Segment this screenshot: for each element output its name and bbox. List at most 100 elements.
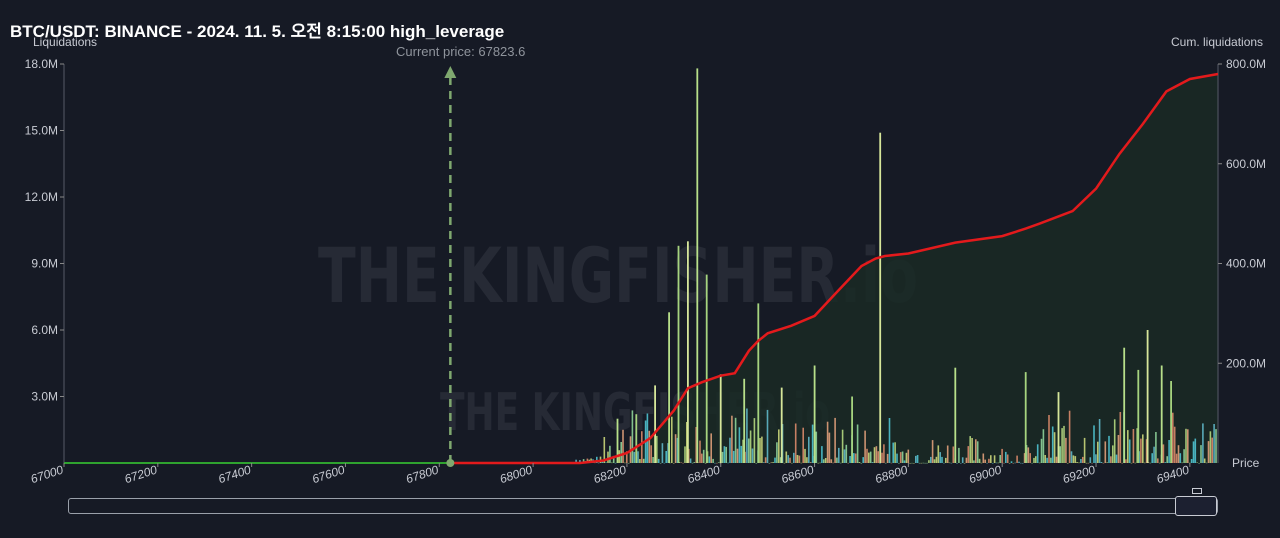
cumulative-line (451, 72, 1219, 465)
cumulative-area (451, 74, 1218, 463)
x-tick-label: 67600 (310, 462, 346, 486)
minor-bar (888, 418, 891, 463)
minor-bar (1059, 446, 1061, 463)
minor-bar (853, 453, 855, 463)
range-scrollbar[interactable] (68, 488, 1218, 516)
minor-bar (761, 436, 763, 463)
minor-bar (931, 440, 934, 463)
minor-bar (1020, 462, 1022, 464)
minor-bar (918, 462, 921, 464)
minor-bar (785, 451, 788, 463)
scrollbar-handle[interactable] (1175, 488, 1217, 516)
minor-bar (991, 463, 994, 464)
minor-bar (960, 463, 962, 464)
minor-bar (1151, 453, 1153, 463)
minor-bar (783, 462, 786, 464)
x-tick-label: 69200 (1061, 462, 1097, 486)
minor-bar (1104, 441, 1107, 463)
minor-bar (1185, 428, 1187, 463)
minor-bar (1112, 445, 1114, 463)
minor-bar (1162, 444, 1165, 463)
liquidation-bar (1170, 381, 1172, 463)
liquidation-bar (1123, 347, 1126, 463)
minor-bar (1087, 462, 1090, 464)
minor-bar (766, 409, 769, 463)
minor-bar (712, 458, 714, 463)
minor-bar (776, 442, 778, 463)
grip-icon[interactable] (1192, 488, 1202, 494)
minor-bar (898, 463, 900, 464)
minor-bar (802, 427, 804, 463)
minor-bar (738, 427, 741, 463)
minor-bar (836, 457, 838, 463)
x-tick-label: 67800 (404, 462, 440, 486)
liquidation-bar (1057, 392, 1060, 463)
minor-bar (1145, 439, 1148, 463)
major-bars (616, 68, 1172, 464)
minor-bar (950, 462, 953, 464)
minor-bar (860, 463, 863, 464)
minor-bar (727, 462, 729, 464)
minor-bar (935, 456, 938, 463)
minor-bar (1117, 435, 1120, 463)
minor-bar (1158, 462, 1161, 464)
minor-bar (1005, 451, 1007, 463)
minor-bar (729, 437, 731, 463)
x-axis-ticks: 67000 67200 67400 67600 67800 68000 68200 68400… (29, 462, 1191, 486)
minor-bar (871, 462, 874, 463)
minor-bar (1055, 456, 1058, 463)
minor-bar (1121, 462, 1123, 464)
current-price-label: Current price: 67823.6 (396, 44, 526, 59)
minor-bar (973, 460, 975, 463)
liquidation-bar (616, 418, 619, 463)
minor-bar (1128, 439, 1131, 463)
liquidation-bar (954, 367, 957, 463)
minor-bar (928, 460, 930, 463)
minor-bar (1095, 454, 1097, 463)
minor-bar (1211, 437, 1213, 463)
minor-bar (689, 458, 692, 463)
minor-bar (1040, 438, 1043, 463)
minor-bar (751, 448, 754, 463)
x-tick-label: 69000 (967, 462, 1003, 486)
minor-bar (671, 416, 673, 463)
minor-bar (997, 462, 1000, 464)
minor-bar (603, 437, 606, 463)
minor-bar (740, 445, 743, 463)
minor-bar (637, 451, 639, 463)
minor-bar (597, 462, 600, 464)
minor-bar (586, 458, 589, 463)
minor-bar (952, 446, 955, 463)
minor-bar (1053, 432, 1056, 463)
minor-bar (905, 452, 908, 463)
liquidation-bar (677, 245, 680, 463)
minor-bar (1168, 440, 1170, 463)
minor-bar (1091, 462, 1093, 464)
minor-bar (612, 455, 615, 463)
minor-bar (886, 453, 889, 463)
current-price-marker[interactable] (446, 459, 455, 467)
minor-bar (667, 443, 669, 463)
minor-bar (1076, 462, 1078, 463)
minor-bar (1108, 435, 1110, 463)
minor-bar (1106, 462, 1108, 463)
minor-bar (1192, 441, 1195, 463)
minor-bar (839, 462, 842, 464)
chart-title: BTC/USDT: BINANCE - 2024. 11. 5. 오전 8:15… (10, 22, 505, 41)
minor-bar (1115, 454, 1118, 463)
left-tick-label: 18.0M (25, 57, 58, 71)
minor-bar (680, 462, 682, 463)
liquidation-bar (1160, 365, 1163, 463)
minor-bar (930, 456, 932, 463)
minor-bar (971, 438, 973, 463)
minor-bar (714, 462, 716, 464)
minor-bar (986, 462, 988, 464)
minor-bar (1127, 430, 1129, 463)
minor-bar (753, 418, 756, 463)
minor-bar (1110, 456, 1112, 463)
minor-bar (958, 447, 960, 463)
minor-bar (641, 431, 643, 463)
minor-bar (976, 441, 979, 463)
x-tick-label: 68200 (592, 462, 628, 486)
